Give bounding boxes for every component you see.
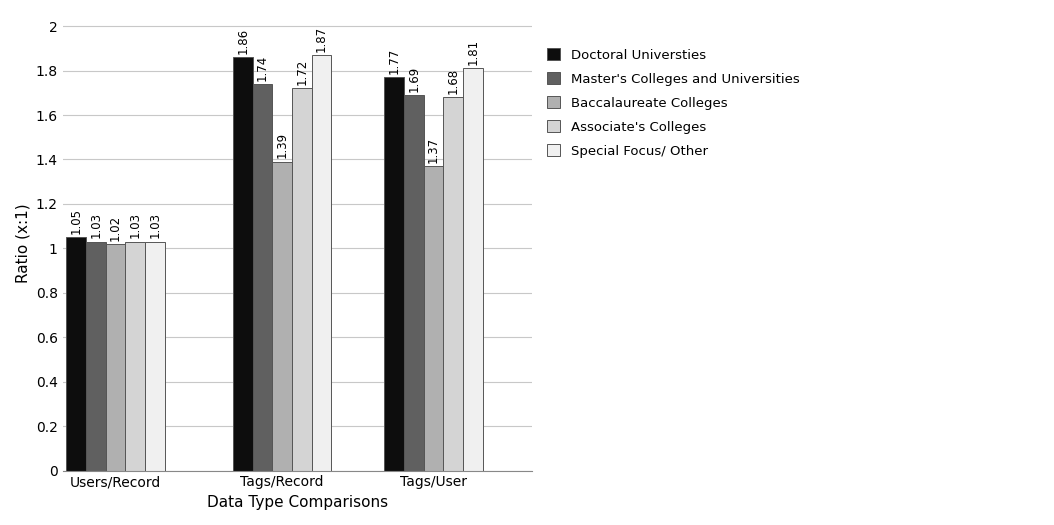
Bar (233, 57, 253, 470)
Text: 1.68: 1.68 (447, 68, 460, 94)
Text: 1.02: 1.02 (109, 214, 122, 240)
Y-axis label: Ratio (x:1): Ratio (x:1) (15, 203, 30, 282)
Bar (404, 95, 424, 470)
Bar (292, 88, 312, 470)
Text: 1.39: 1.39 (275, 132, 289, 159)
Text: 1.05: 1.05 (70, 208, 82, 234)
Text: 1.72: 1.72 (295, 59, 308, 85)
Text: 1.03: 1.03 (90, 212, 102, 238)
Bar (86, 242, 105, 470)
Bar (145, 242, 164, 470)
Text: 1.87: 1.87 (315, 26, 328, 51)
Text: 1.03: 1.03 (129, 212, 141, 238)
Bar (424, 166, 444, 470)
Text: 1.03: 1.03 (149, 212, 161, 238)
Bar (272, 162, 292, 470)
Text: 1.77: 1.77 (388, 48, 401, 74)
Bar (253, 84, 272, 470)
Bar (444, 97, 463, 470)
Bar (463, 68, 483, 470)
Bar (312, 55, 331, 470)
Bar (66, 237, 86, 470)
Text: 1.37: 1.37 (427, 136, 440, 163)
Bar (385, 77, 404, 470)
Bar (125, 242, 145, 470)
Text: 1.74: 1.74 (256, 54, 269, 80)
Text: 1.86: 1.86 (236, 28, 249, 54)
Bar (105, 244, 125, 470)
Text: 1.81: 1.81 (466, 39, 480, 65)
X-axis label: Data Type Comparisons: Data Type Comparisons (207, 495, 388, 510)
Legend: Doctoral Universties, Master's Colleges and Universities, Baccalaureate Colleges: Doctoral Universties, Master's Colleges … (543, 45, 803, 162)
Text: 1.69: 1.69 (407, 66, 421, 92)
